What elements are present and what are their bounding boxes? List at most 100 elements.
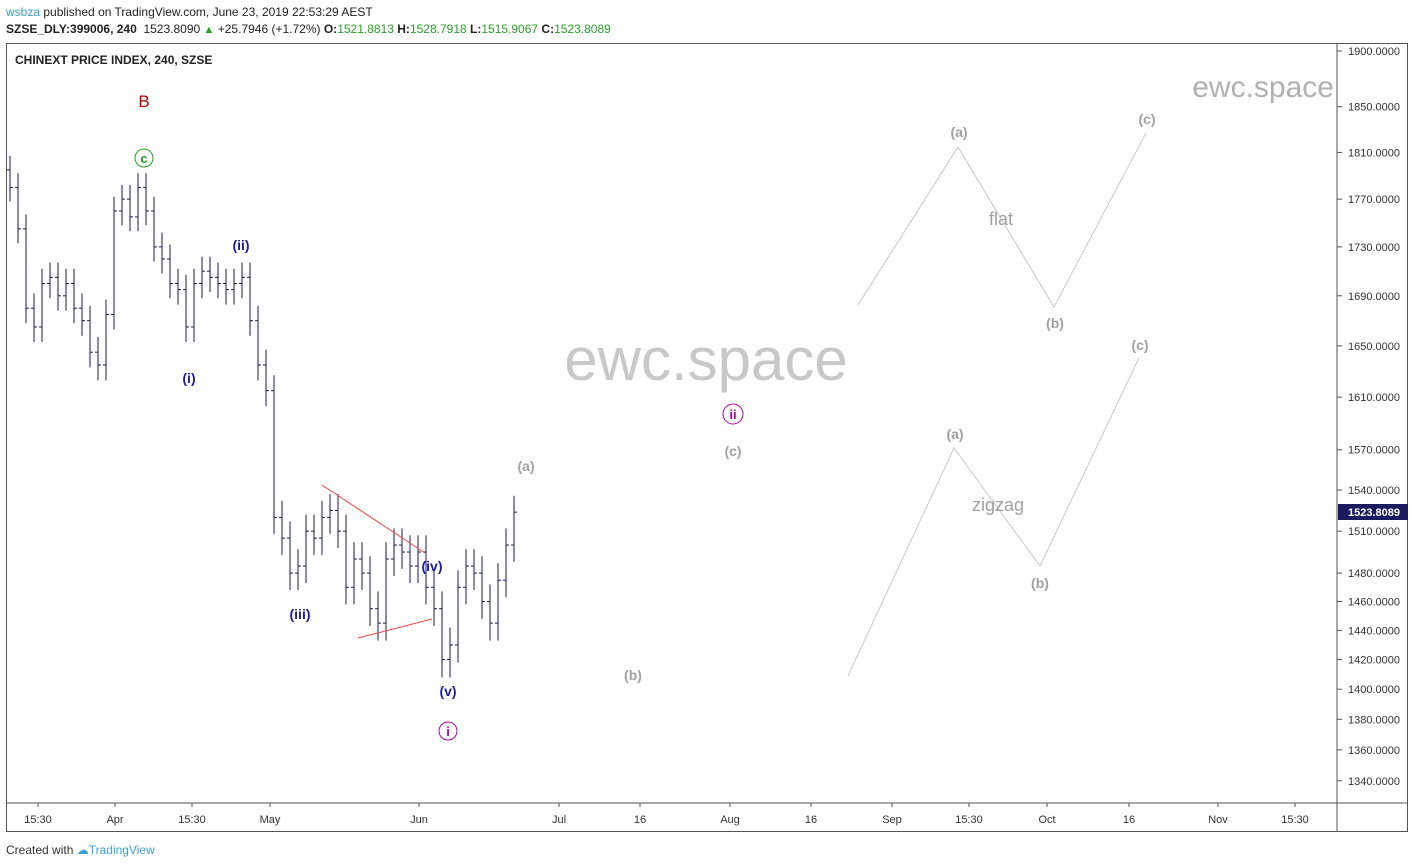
wave-label-v: (v) — [439, 683, 456, 699]
flat-label-a: (a) — [950, 124, 967, 140]
flat-label-c: (c) — [1138, 111, 1155, 127]
time-tick-label: 15:30 — [178, 814, 206, 826]
ohlc-bar — [335, 494, 341, 548]
ohlc-bar — [247, 262, 253, 336]
ohlc-bar — [359, 542, 365, 591]
symbol: SZSE_DLY:399006, 240 — [6, 22, 137, 36]
flat-path[interactable] — [857, 132, 1147, 309]
ohlc-bar — [207, 256, 213, 293]
ohlc-bar — [215, 262, 221, 299]
lower-trendline[interactable] — [357, 618, 433, 639]
last-price: 1523.8090 — [143, 22, 201, 36]
ohlc-bar — [455, 570, 461, 663]
price-tick-label: 1360.0000 — [1348, 745, 1400, 757]
ohlc-bar — [303, 514, 309, 584]
price-tick-label: 1900.0000 — [1348, 46, 1400, 58]
zigzag-label-c: (c) — [1131, 337, 1148, 353]
ohlc-bar — [143, 173, 149, 226]
close-label: C: — [541, 22, 555, 36]
change: +25.7946 (+1.72%) — [217, 22, 321, 36]
time-axis[interactable]: 15:30 Apr 15:30 May Jun Jul 16 Aug 16 Sep 15:30 Oct… — [24, 803, 1309, 826]
ohlc-bar — [39, 268, 45, 343]
ohlc-bar — [95, 337, 101, 381]
open-label: O: — [323, 22, 338, 36]
time-tick-label: 16 — [1123, 814, 1135, 826]
ohlc-bar — [279, 500, 285, 555]
ohlc-bar — [447, 627, 453, 678]
ohlc-bar — [135, 173, 141, 232]
projection-paths — [847, 132, 1147, 677]
time-tick-label: Aug — [720, 814, 740, 826]
ohlc-bar — [127, 185, 133, 232]
zigzag-label: zigzag — [972, 495, 1024, 515]
tradingview-link[interactable]: TradingView — [88, 843, 155, 857]
ohlc-bar — [399, 528, 405, 569]
price-tick-label: 1690.0000 — [1348, 291, 1400, 303]
wave-ii-circle-icon — [722, 403, 744, 425]
time-tick-label: 16 — [634, 814, 646, 826]
ohlc-bar — [231, 268, 237, 305]
last-price-tag-text: 1523.8089 — [1348, 507, 1400, 519]
ohlc-bar — [119, 185, 125, 226]
ohlc-bar — [167, 244, 173, 299]
ohlc-bar — [471, 549, 477, 591]
time-tick-label: 16 — [805, 814, 817, 826]
ohlc-bar — [431, 570, 437, 627]
ohlc-bar — [319, 500, 325, 555]
time-tick-label: 15:30 — [955, 814, 983, 826]
wave-label-a-gray: (a) — [517, 458, 534, 474]
ohlc-bar — [495, 563, 501, 641]
time-tick-label: 15:30 — [24, 814, 52, 826]
username-link[interactable]: wsbza — [6, 5, 41, 19]
price-tick-label: 1440.0000 — [1348, 625, 1400, 637]
time-tick-label: Jun — [410, 814, 428, 826]
footer: Created with ☁TradingView — [6, 843, 155, 857]
ohlc-bar — [343, 514, 349, 605]
ohlc-bar — [239, 262, 245, 299]
time-tick-label: Sep — [882, 814, 902, 826]
price-tick-label: 1400.0000 — [1348, 684, 1400, 696]
ohlc-bar — [255, 305, 261, 381]
ohlc-bar — [103, 299, 109, 381]
time-tick-label: Apr — [106, 814, 123, 826]
chart-frame — [6, 43, 1408, 832]
flat-label: flat — [989, 209, 1013, 229]
ohlc-bar — [479, 556, 485, 619]
wave-c-circle-icon — [134, 148, 154, 168]
chart-title: CHINEXT PRICE INDEX, 240, SZSE — [15, 53, 212, 67]
upper-trendline[interactable] — [321, 484, 426, 554]
ohlc-bar — [159, 232, 165, 274]
ohlc-bar — [63, 268, 69, 311]
price-tick-label: 1610.0000 — [1348, 392, 1400, 404]
wave-label-B: B — [138, 92, 149, 111]
ohlc-bar — [439, 591, 445, 678]
ohlc-bar — [23, 214, 29, 324]
price-tick-label: 1340.0000 — [1348, 776, 1400, 788]
price-tick-label: 1540.0000 — [1348, 485, 1400, 497]
flat-label-b: (b) — [1046, 315, 1064, 331]
ohlc-bar — [183, 274, 189, 343]
price-axis[interactable]: 1900.0000 1850.0000 1810.0000 1770.0000 1730… — [1337, 46, 1400, 788]
ohlc-bar — [87, 305, 93, 368]
wave-label-ii-circle: ii — [729, 407, 736, 422]
ohlc-bar — [367, 556, 373, 627]
ohlc-bar — [79, 293, 85, 336]
ohlc-bar — [327, 494, 333, 534]
price-tick-label: 1460.0000 — [1348, 597, 1400, 609]
price-tick-label: 1380.0000 — [1348, 714, 1400, 726]
ohlc-bar — [71, 268, 77, 324]
ohlc-bar — [391, 528, 397, 576]
triangle-up-icon: ▲ — [203, 24, 215, 36]
ohlc-bar — [31, 293, 37, 343]
ohlc-bar — [383, 542, 389, 641]
time-tick-label: May — [260, 814, 281, 826]
wave-label-i: (i) — [182, 370, 195, 386]
time-tick-label: Nov — [1208, 814, 1228, 826]
ohlc-bar — [15, 173, 21, 244]
ohlc-bar — [503, 528, 509, 598]
zigzag-path[interactable] — [847, 357, 1140, 677]
price-tick-label: 1480.0000 — [1348, 568, 1400, 580]
wave-label-b-gray: (b) — [624, 667, 642, 683]
price-tick-label: 1510.0000 — [1348, 526, 1400, 538]
